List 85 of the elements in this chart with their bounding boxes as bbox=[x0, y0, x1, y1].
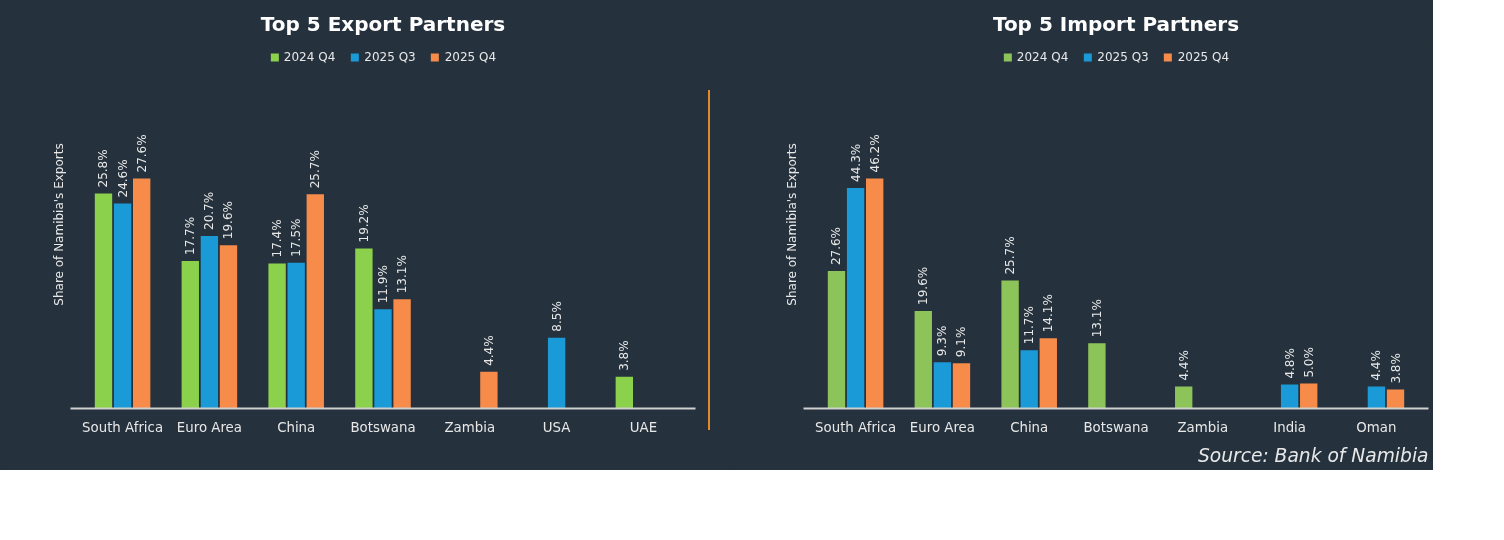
bar bbox=[393, 299, 411, 409]
data-label: 19.6% bbox=[221, 201, 236, 240]
legend-label: 2025 Q3 bbox=[1097, 50, 1149, 64]
bar bbox=[133, 178, 151, 409]
bar bbox=[1300, 383, 1318, 409]
bar bbox=[94, 193, 113, 409]
legend-label: 2025 Q3 bbox=[364, 50, 416, 64]
data-label: 19.2% bbox=[356, 204, 371, 243]
x-tick-label: South Africa bbox=[82, 419, 164, 435]
bar bbox=[547, 337, 566, 409]
bar bbox=[355, 248, 373, 409]
bar bbox=[1175, 386, 1193, 409]
bar bbox=[374, 309, 392, 409]
data-label: 19.6% bbox=[916, 266, 931, 305]
x-tick-label: Zambia bbox=[1177, 419, 1229, 435]
bar bbox=[1001, 280, 1019, 409]
data-label: 9.3% bbox=[935, 325, 950, 357]
bar bbox=[287, 262, 305, 409]
data-label: 13.1% bbox=[1089, 299, 1104, 338]
data-label: 4.4% bbox=[1176, 350, 1191, 381]
data-label: 17.4% bbox=[270, 219, 285, 258]
x-tick-label: USA bbox=[542, 419, 571, 435]
x-tick-label: India bbox=[1273, 419, 1306, 435]
data-label: 4.8% bbox=[1282, 348, 1297, 379]
bar bbox=[181, 261, 199, 409]
bar bbox=[1088, 343, 1106, 409]
data-label: 5.0% bbox=[1301, 347, 1316, 378]
data-label: 13.1% bbox=[395, 255, 410, 294]
bar bbox=[914, 310, 932, 409]
bar bbox=[113, 203, 132, 409]
y-axis-title: Share of Namibia's Exports bbox=[51, 143, 66, 306]
x-tick-label: South Africa bbox=[815, 419, 897, 435]
bar bbox=[219, 245, 238, 409]
bar bbox=[846, 187, 865, 409]
x-tick-label: Euro Area bbox=[909, 419, 975, 435]
bar bbox=[1020, 350, 1038, 409]
x-tick-label: Zambia bbox=[444, 419, 496, 435]
data-label: 11.9% bbox=[376, 265, 390, 304]
data-label: 17.5% bbox=[289, 218, 304, 257]
data-label: 44.3% bbox=[848, 143, 863, 182]
legend-label: 2024 Q4 bbox=[1016, 50, 1069, 64]
x-tick-label: Botswana bbox=[350, 419, 416, 435]
data-label: 20.7% bbox=[202, 191, 217, 230]
legend-label: 2025 Q4 bbox=[1177, 50, 1230, 64]
y-axis-title: Share of Namibia's Exports bbox=[784, 143, 799, 306]
data-label: 3.8% bbox=[1388, 353, 1403, 384]
data-label: 3.8% bbox=[617, 340, 632, 371]
bar bbox=[268, 263, 286, 409]
data-label: 25.7% bbox=[1003, 236, 1018, 275]
bar bbox=[480, 371, 498, 409]
chart-title: Top 5 Export Partners bbox=[260, 11, 506, 36]
bar bbox=[200, 236, 219, 409]
data-label: 8.5% bbox=[549, 301, 564, 332]
x-tick-label: UAE bbox=[629, 419, 658, 435]
data-label: 24.6% bbox=[115, 159, 130, 198]
data-label: 27.6% bbox=[829, 226, 844, 266]
data-label: 46.2% bbox=[867, 134, 882, 173]
data-label: 25.7% bbox=[308, 150, 323, 189]
data-label: 14.1% bbox=[1041, 294, 1056, 333]
data-label: 4.4% bbox=[1369, 350, 1384, 381]
bar bbox=[1386, 389, 1405, 409]
x-tick-label: China bbox=[1010, 419, 1049, 435]
bar bbox=[1367, 386, 1386, 409]
bar bbox=[615, 376, 633, 409]
x-tick-label: China bbox=[277, 419, 316, 435]
bar bbox=[827, 271, 846, 409]
data-label: 27.6% bbox=[134, 134, 149, 173]
bar bbox=[933, 362, 952, 409]
bar bbox=[1280, 384, 1299, 409]
data-label: 4.4% bbox=[481, 335, 496, 366]
chart-title: Top 5 Import Partners bbox=[992, 11, 1240, 36]
legend-label: 2025 Q4 bbox=[444, 50, 497, 64]
bar bbox=[952, 363, 971, 409]
source-note: Source: Bank of Namibia bbox=[1197, 444, 1429, 466]
data-label: 9.1% bbox=[954, 326, 969, 358]
x-tick-label: Botswana bbox=[1083, 419, 1149, 435]
bar bbox=[306, 194, 324, 409]
legend-label: 2024 Q4 bbox=[283, 50, 336, 64]
x-tick-label: Euro Area bbox=[176, 419, 242, 435]
data-label: 17.7% bbox=[183, 216, 198, 255]
bar bbox=[1039, 338, 1057, 409]
data-label: 11.7% bbox=[1022, 306, 1037, 345]
data-label: 25.8% bbox=[96, 149, 111, 188]
x-tick-label: Oman bbox=[1356, 419, 1397, 435]
bar bbox=[866, 178, 884, 409]
